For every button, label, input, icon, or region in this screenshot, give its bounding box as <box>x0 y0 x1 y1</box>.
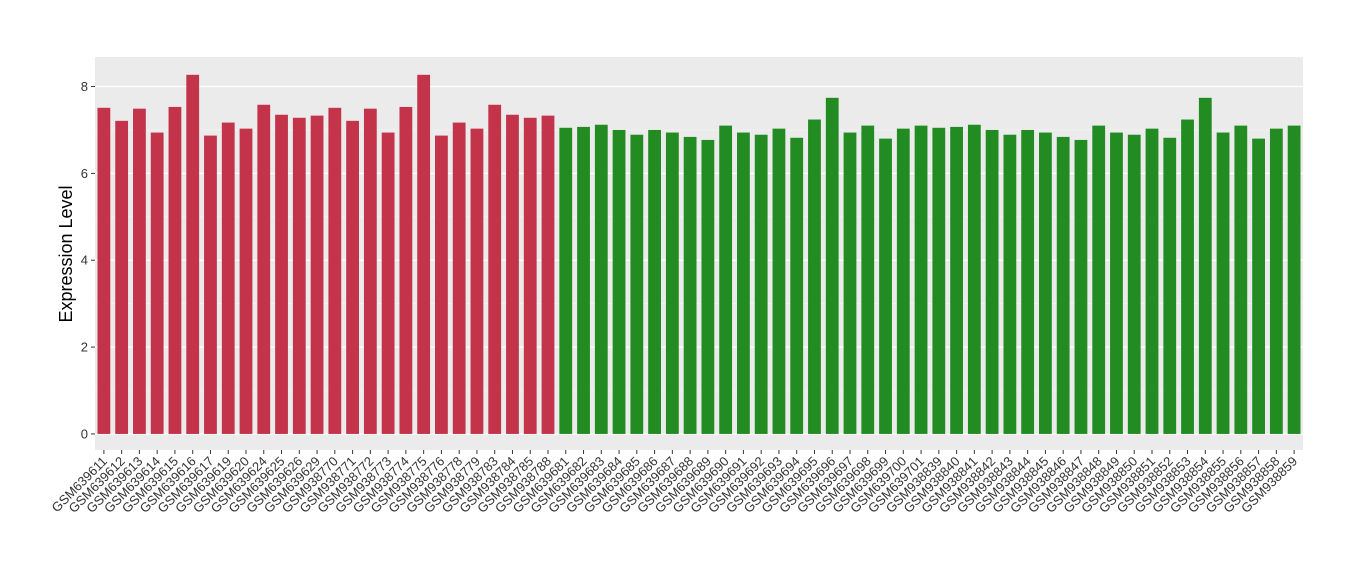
bar <box>950 126 963 434</box>
bar <box>239 128 253 434</box>
bar <box>1092 125 1106 434</box>
bar <box>133 108 146 434</box>
bar <box>896 128 910 434</box>
bar <box>754 134 768 434</box>
bar <box>1003 134 1017 434</box>
bar <box>879 138 892 434</box>
bar <box>363 108 377 434</box>
bar <box>541 115 555 434</box>
bar <box>435 135 448 434</box>
bar <box>1110 132 1123 434</box>
bar <box>488 104 502 434</box>
bar <box>150 132 164 434</box>
bar <box>1039 132 1052 434</box>
bar <box>1145 128 1159 434</box>
bar <box>790 137 804 434</box>
bar <box>1127 134 1141 434</box>
bar <box>115 120 129 434</box>
bar <box>1056 136 1070 434</box>
bar <box>825 97 839 434</box>
bar <box>665 132 679 434</box>
bar <box>772 128 786 434</box>
bar <box>1287 125 1301 434</box>
y-tick-label: 6 <box>81 166 88 181</box>
bar <box>452 122 466 434</box>
bar <box>985 129 999 434</box>
bar <box>719 125 733 434</box>
bar <box>1252 138 1265 434</box>
y-axis-label: Expression Level <box>56 185 76 322</box>
bar <box>967 124 981 434</box>
y-tick-label: 2 <box>81 340 88 355</box>
bar <box>808 119 821 434</box>
bar <box>1181 119 1194 434</box>
bar <box>1234 125 1248 434</box>
bar <box>914 125 928 434</box>
bar <box>328 107 342 434</box>
bar <box>292 117 306 434</box>
y-tick-label: 4 <box>81 253 88 268</box>
bar <box>523 117 537 434</box>
bar <box>1163 137 1177 434</box>
bar <box>221 122 235 434</box>
y-tick-label: 8 <box>81 79 88 94</box>
bar <box>275 114 288 434</box>
bar <box>1216 132 1230 434</box>
bar <box>1074 139 1088 434</box>
y-tick-label: 0 <box>81 426 88 441</box>
bar <box>186 74 200 434</box>
bar <box>1021 129 1035 434</box>
bar <box>204 135 217 434</box>
bar <box>612 129 626 434</box>
bar <box>630 134 644 434</box>
bar <box>168 106 182 434</box>
bar <box>648 129 661 434</box>
bar <box>861 125 875 434</box>
bar <box>577 126 590 434</box>
bar <box>257 104 271 434</box>
bar <box>399 106 413 434</box>
bar <box>310 115 324 434</box>
bar <box>559 127 573 434</box>
bar <box>737 132 750 434</box>
bar <box>594 124 608 434</box>
bar <box>506 114 519 434</box>
bar <box>346 120 359 434</box>
bar <box>843 132 857 434</box>
bar <box>417 74 431 434</box>
bar <box>381 132 395 434</box>
bar <box>1198 97 1212 434</box>
bar <box>470 128 484 434</box>
bar <box>683 136 697 434</box>
bar <box>1269 128 1283 434</box>
bar <box>97 107 111 434</box>
bar <box>932 127 946 434</box>
bar <box>701 139 715 434</box>
